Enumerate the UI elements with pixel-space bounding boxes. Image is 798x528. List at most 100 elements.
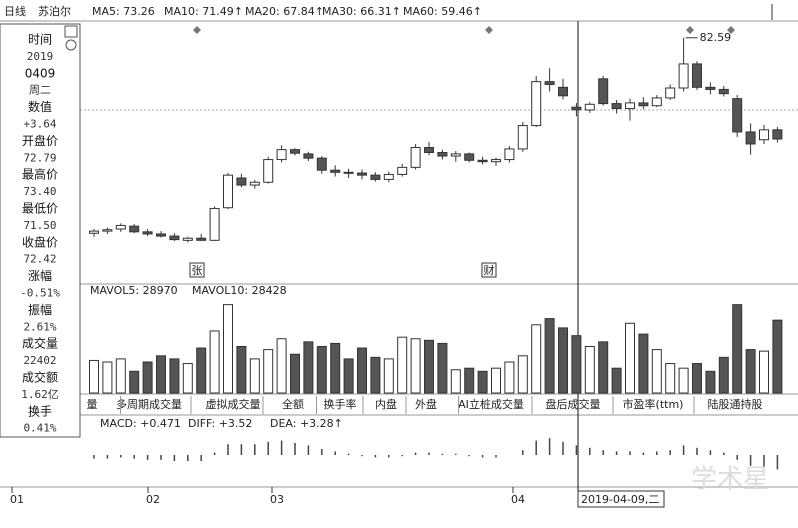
volume-bar [531,324,542,394]
volume-bar [276,338,287,394]
info-value: 2019 [27,50,54,63]
indicator-tab[interactable]: 陆股通持股 [708,397,763,411]
candle-body [692,63,702,88]
indicator-tab[interactable]: 多周期成交量 [116,397,182,411]
candle-body [182,237,193,241]
volume-bar [290,353,300,394]
ma60: MA60: 59.46↑ [403,5,482,18]
period[interactable]: 日线 [4,4,26,18]
candle-body [357,172,367,176]
indicator-tab[interactable]: 全额 [282,397,304,411]
candle-body [531,81,542,127]
volume-bar [357,347,367,394]
volume-bar [303,341,314,394]
mavol10: MAVOL10: 28428 [192,284,287,297]
marker: 财 [484,263,495,277]
volume-bar [129,370,140,394]
volume-bar [142,361,153,394]
info-label: 成交额 [22,370,58,385]
candle-body [544,81,555,85]
indicator-tab[interactable]: 内盘 [375,397,397,411]
volume-bar [678,367,689,394]
info-label: 收盘价 [22,234,58,249]
volume-bar [665,363,676,394]
ma30: MA30: 66.31↑ [322,5,401,18]
macd-label: MACD: +0.471 [100,417,181,430]
candle-body [236,177,247,186]
candle-body [343,171,354,174]
candle-body [705,86,716,90]
candle-body [223,174,233,209]
info-label: 最高价 [22,167,58,182]
info-label: 数值 [28,99,52,114]
volume-bar [651,349,662,394]
candle-body [611,103,622,110]
candle-body [316,157,327,171]
candle-body [129,225,140,233]
info-label: 成交量 [22,336,58,351]
volume-bar [437,342,448,394]
indicator-tab[interactable]: 换手率 [324,397,357,411]
volume-bar [370,356,381,394]
volume-bar [517,355,528,394]
volume-bar [383,358,394,394]
candle-body [169,235,180,241]
indicator-tab[interactable]: 外盘 [415,397,437,411]
event-markers [193,26,735,34]
volume-bar [772,319,783,394]
marker-box [481,262,497,278]
close-button[interactable] [64,25,78,38]
volume-bar [397,336,408,394]
candle-body [678,63,689,89]
candle-body [249,181,260,186]
info-value: 73.40 [23,185,56,198]
indicator-tab[interactable]: 市盈率(ttm) [623,397,684,411]
info-value: 72.79 [23,151,56,164]
volume-bar [169,358,180,394]
candle-body [638,102,649,107]
info-value: 周二 [29,84,51,97]
settings-button[interactable] [65,39,77,51]
info-value: -0.51% [20,287,60,300]
candle-body [102,229,113,232]
indicator-tab[interactable]: 盘后成交量 [546,397,601,411]
info-label: 涨幅 [28,268,52,283]
volume-bar [249,358,260,394]
volume-bar [89,359,99,394]
month-label: 03 [270,493,284,506]
candle-body [209,207,220,241]
candle-body [745,131,756,145]
stock-name: 苏泊尔 [38,5,71,18]
candle-body [424,147,434,153]
indicator-tab[interactable]: 量 [87,398,98,411]
volume-bar [464,367,475,394]
candle-body [772,129,783,140]
volume-bar [732,304,743,394]
candle-body [464,153,475,161]
volume-bar [115,358,126,394]
candle-body [491,159,501,163]
candle-body [383,173,394,180]
volume-bar [102,361,113,394]
candle-body [450,153,461,157]
info-value: +3.64 [23,118,56,131]
candle-body [625,102,635,110]
indicator-tab[interactable]: AI立桩成交量 [458,397,524,411]
info-value: 71.50 [23,219,56,232]
candle-body [718,88,729,95]
volume-bar [491,367,501,394]
volume-bar [196,347,207,394]
volume-bar [638,333,649,394]
indicator-tab[interactable]: 虚拟成交量 [206,397,261,411]
cursor-date: 2019-04-09,二 [581,493,659,506]
volume-bar [571,335,582,394]
volume-bar [236,346,247,394]
ma5: MA5: 73.26 [92,5,155,18]
candle-body [477,159,488,163]
info-panel [0,23,81,438]
watermark: 学术星 [691,465,769,495]
candle-body [571,106,582,111]
candle-body [558,86,568,97]
candle-body [276,149,287,161]
